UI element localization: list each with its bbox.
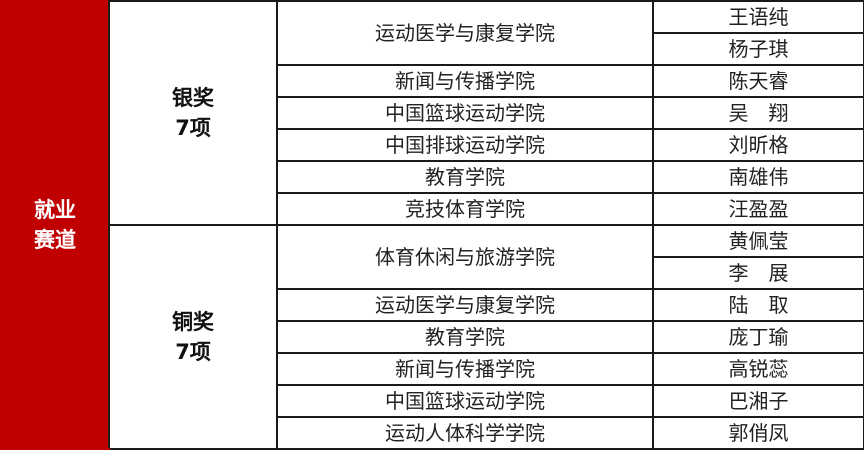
student-cell: 吴 翔 — [652, 96, 864, 130]
college-name: 教育学院 — [425, 165, 505, 189]
college-cell: 中国篮球运动学院 — [276, 384, 654, 418]
table-row: 教育学院 南雄伟 — [1, 160, 864, 194]
student-cell: 高锐蕊 — [652, 352, 864, 386]
college-cell: 竞技体育学院 — [276, 192, 654, 226]
college-name: 竞技体育学院 — [405, 197, 525, 221]
college-name: 运动医学与康复学院 — [375, 293, 555, 317]
student-cell: 王语纯 — [652, 0, 864, 34]
college-cell: 运动医学与康复学院 — [276, 0, 654, 66]
award-label: 铜奖 — [172, 310, 214, 334]
student-cell: 刘昕格 — [652, 128, 864, 162]
college-name: 体育休闲与旅游学院 — [375, 245, 555, 269]
student-name: 南雄伟 — [728, 165, 789, 189]
award-cell: 银奖 7项 — [108, 0, 278, 226]
college-name: 教育学院 — [425, 325, 505, 349]
student-cell: 南雄伟 — [652, 160, 864, 194]
college-cell: 中国篮球运动学院 — [276, 96, 654, 130]
award-label: 银奖 — [172, 86, 214, 110]
table-row: 中国排球运动学院 刘昕格 — [1, 128, 864, 162]
college-name: 运动医学与康复学院 — [375, 21, 555, 45]
table-row: 杨子琪 — [1, 32, 864, 66]
student-name: 杨子琪 — [728, 37, 789, 61]
student-name: 汪盈盈 — [728, 197, 789, 221]
college-cell: 新闻与传播学院 — [276, 352, 654, 386]
student-name: 郭俏凤 — [728, 421, 789, 445]
student-name: 庞丁瑜 — [728, 325, 789, 349]
student-cell: 李 展 — [652, 256, 864, 290]
student-cell: 黄佩莹 — [652, 224, 864, 258]
award-cell: 铜奖 7项 — [108, 224, 278, 450]
track-label-line2: 赛道 — [34, 228, 76, 252]
college-cell: 体育休闲与旅游学院 — [276, 224, 654, 290]
student-name: 黄佩莹 — [728, 229, 789, 253]
student-cell: 汪盈盈 — [652, 192, 864, 226]
track-label-line1: 就业 — [34, 198, 76, 222]
table-row: 新闻与传播学院 陈天睿 — [1, 64, 864, 98]
student-name: 刘昕格 — [728, 133, 789, 157]
college-name: 新闻与传播学院 — [395, 69, 535, 93]
student-cell: 陆 取 — [652, 288, 864, 322]
table-row: 新闻与传播学院 高锐蕊 — [1, 352, 864, 386]
table-row: 教育学院 庞丁瑜 — [1, 320, 864, 354]
table-row: 铜奖 7项 体育休闲与旅游学院 黄佩莹 — [1, 224, 864, 450]
student-cell: 庞丁瑜 — [652, 320, 864, 354]
college-cell: 教育学院 — [276, 320, 654, 354]
award-count: 7项 — [175, 340, 211, 364]
student-name: 陆 取 — [728, 293, 789, 317]
college-cell: 新闻与传播学院 — [276, 64, 654, 98]
student-cell: 陈天睿 — [652, 64, 864, 98]
track-cell: 就业 赛道 — [0, 0, 110, 450]
college-name: 中国排球运动学院 — [385, 133, 545, 157]
college-name: 运动人体科学学院 — [385, 421, 545, 445]
award-count: 7项 — [175, 116, 211, 140]
table-row: 中国篮球运动学院 巴湘子 — [1, 384, 864, 418]
student-name: 吴 翔 — [728, 101, 789, 125]
college-name: 中国篮球运动学院 — [385, 101, 545, 125]
table-row: 运动医学与康复学院 陆 取 — [1, 288, 864, 322]
college-cell: 运动人体科学学院 — [276, 416, 654, 450]
student-name: 李 展 — [728, 261, 789, 285]
college-name: 中国篮球运动学院 — [385, 389, 545, 413]
college-cell: 运动医学与康复学院 — [276, 288, 654, 322]
table-row: 中国篮球运动学院 吴 翔 — [1, 96, 864, 130]
table-row: 李 展 — [1, 256, 864, 290]
student-cell: 巴湘子 — [652, 384, 864, 418]
college-cell: 教育学院 — [276, 160, 654, 194]
student-name: 陈天睿 — [728, 69, 789, 93]
student-cell: 杨子琪 — [652, 32, 864, 66]
college-name: 新闻与传播学院 — [395, 357, 535, 381]
table-row: 竞技体育学院 汪盈盈 — [1, 192, 864, 226]
student-name: 巴湘子 — [728, 389, 789, 413]
college-cell: 中国排球运动学院 — [276, 128, 654, 162]
student-name: 王语纯 — [728, 5, 789, 29]
student-cell: 郭俏凤 — [652, 416, 864, 450]
student-name: 高锐蕊 — [728, 357, 789, 381]
